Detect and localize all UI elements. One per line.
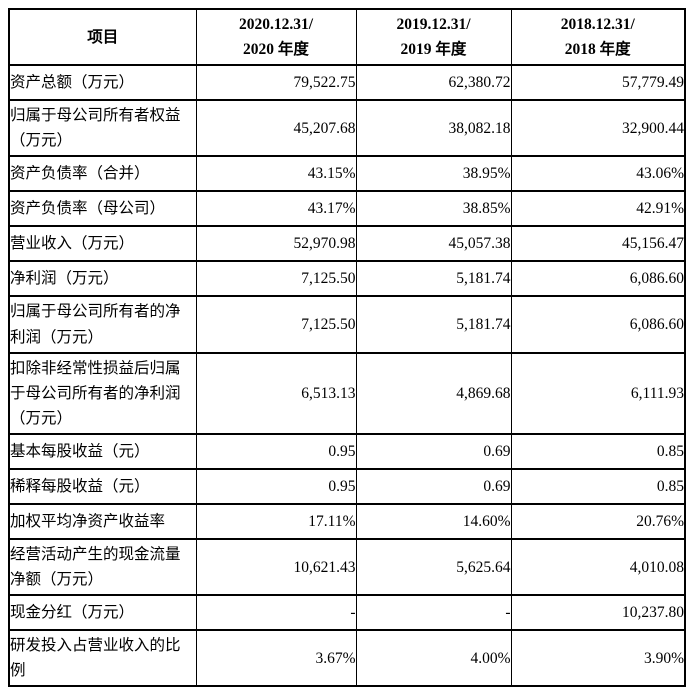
value-cell: 3.90% <box>510 629 686 688</box>
row-label: 经营活动产生的现金流量净额（万元） <box>8 537 197 597</box>
value-cell: 45,057.38 <box>355 225 512 263</box>
value-cell: 17.11% <box>195 502 357 540</box>
header-item: 项目 <box>8 7 197 67</box>
value-cell: 0.95 <box>195 467 357 505</box>
value-cell: 0.69 <box>355 432 512 470</box>
value-cell: 20.76% <box>510 502 686 540</box>
header-period-2019-year: 2019 年度 <box>400 41 467 59</box>
value-cell: 5,625.64 <box>355 537 512 597</box>
header-period-2019: 2019.12.31/ 2019 年度 <box>355 7 512 67</box>
value-cell: 62,380.72 <box>355 64 512 102</box>
value-cell: 57,779.49 <box>510 64 686 102</box>
row-label: 加权平均净资产收益率 <box>8 502 197 540</box>
table-row-total-assets: 资产总额（万元） 79,522.75 62,380.72 57,779.49 <box>8 64 686 102</box>
header-period-2019-date: 2019.12.31/ <box>396 16 471 33</box>
row-label: 研发投入占营业收入的比例 <box>8 629 197 688</box>
value-cell: 4.00% <box>355 629 512 688</box>
table-row-weighted-roe: 加权平均净资产收益率 17.11% 14.60% 20.76% <box>8 502 686 540</box>
value-cell: 43.06% <box>510 155 686 193</box>
value-cell: 7,125.50 <box>195 295 357 354</box>
row-label: 归属于母公司所有者权益（万元） <box>8 99 197 158</box>
value-cell: 6,086.60 <box>510 295 686 354</box>
table-row-net-profit: 净利润（万元） 7,125.50 5,181.74 6,086.60 <box>8 260 686 298</box>
table-row-parent-equity: 归属于母公司所有者权益（万元） 45,207.68 38,082.18 32,9… <box>8 99 686 158</box>
value-cell: - <box>355 594 512 632</box>
table-row-deducted-net-profit: 扣除非经常性损益后归属于母公司所有者的净利润（万元） 6,513.13 4,86… <box>8 351 686 435</box>
value-cell: 79,522.75 <box>195 64 357 102</box>
row-label: 资产总额（万元） <box>8 64 197 102</box>
value-cell: 6,086.60 <box>510 260 686 298</box>
value-cell: 0.95 <box>195 432 357 470</box>
table-row-parent-net-profit: 归属于母公司所有者的净利润（万元） 7,125.50 5,181.74 6,08… <box>8 295 686 354</box>
value-cell: 10,237.80 <box>510 594 686 632</box>
row-label: 资产负债率（母公司） <box>8 190 197 228</box>
value-cell: 38.95% <box>355 155 512 193</box>
header-period-2018: 2018.12.31/ 2018 年度 <box>510 7 686 67</box>
row-label: 基本每股收益（元） <box>8 432 197 470</box>
table-row-operating-cash-flow: 经营活动产生的现金流量净额（万元） 10,621.43 5,625.64 4,0… <box>8 537 686 597</box>
value-cell: 0.69 <box>355 467 512 505</box>
value-cell: 0.85 <box>510 467 686 505</box>
header-period-2018-date: 2018.12.31/ <box>560 16 635 33</box>
row-label: 净利润（万元） <box>8 260 197 298</box>
value-cell: 6,111.93 <box>510 351 686 435</box>
value-cell: 6,513.13 <box>195 351 357 435</box>
value-cell: 10,621.43 <box>195 537 357 597</box>
row-label: 扣除非经常性损益后归属于母公司所有者的净利润（万元） <box>8 351 197 435</box>
table-row-diluted-eps: 稀释每股收益（元） 0.95 0.69 0.85 <box>8 467 686 505</box>
table-row-cash-dividend: 现金分红（万元） - - 10,237.80 <box>8 594 686 632</box>
header-period-2020-year: 2020 年度 <box>243 41 309 59</box>
value-cell: 38.85% <box>355 190 512 228</box>
value-cell: 4,010.08 <box>510 537 686 597</box>
row-label: 归属于母公司所有者的净利润（万元） <box>8 295 197 354</box>
header-period-2018-year: 2018 年度 <box>564 41 631 59</box>
value-cell: 52,970.98 <box>195 225 357 263</box>
header-period-2020-date: 2020.12.31/ <box>238 16 314 33</box>
table-row-basic-eps: 基本每股收益（元） 0.95 0.69 0.85 <box>8 432 686 470</box>
value-cell: 43.17% <box>195 190 357 228</box>
table-row-operating-revenue: 营业收入（万元） 52,970.98 45,057.38 45,156.47 <box>8 225 686 263</box>
value-cell: 5,181.74 <box>355 295 512 354</box>
value-cell: 45,207.68 <box>195 99 357 158</box>
financial-indicators-table: 项目 2020.12.31/ 2020 年度 2019.12.31/ 2019 … <box>8 7 686 688</box>
value-cell: 4,869.68 <box>355 351 512 435</box>
row-label: 稀释每股收益（元） <box>8 467 197 505</box>
value-cell: 32,900.44 <box>510 99 686 158</box>
row-label: 营业收入（万元） <box>8 225 197 263</box>
row-label: 现金分红（万元） <box>8 594 197 632</box>
header-period-2020: 2020.12.31/ 2020 年度 <box>195 7 357 67</box>
table-row-debt-ratio-parent: 资产负债率（母公司） 43.17% 38.85% 42.91% <box>8 190 686 228</box>
value-cell: 45,156.47 <box>510 225 686 263</box>
value-cell: 7,125.50 <box>195 260 357 298</box>
value-cell: 5,181.74 <box>355 260 512 298</box>
value-cell: 38,082.18 <box>355 99 512 158</box>
table-row-rd-ratio: 研发投入占营业收入的比例 3.67% 4.00% 3.90% <box>8 629 686 688</box>
value-cell: 42.91% <box>510 190 686 228</box>
value-cell: 0.85 <box>510 432 686 470</box>
table-row-debt-ratio-consolidated: 资产负债率（合并） 43.15% 38.95% 43.06% <box>8 155 686 193</box>
value-cell: 43.15% <box>195 155 357 193</box>
row-label: 资产负债率（合并） <box>8 155 197 193</box>
value-cell: 14.60% <box>355 502 512 540</box>
header-row: 项目 2020.12.31/ 2020 年度 2019.12.31/ 2019 … <box>8 7 686 67</box>
value-cell: 3.67% <box>195 629 357 688</box>
value-cell: - <box>195 594 357 632</box>
